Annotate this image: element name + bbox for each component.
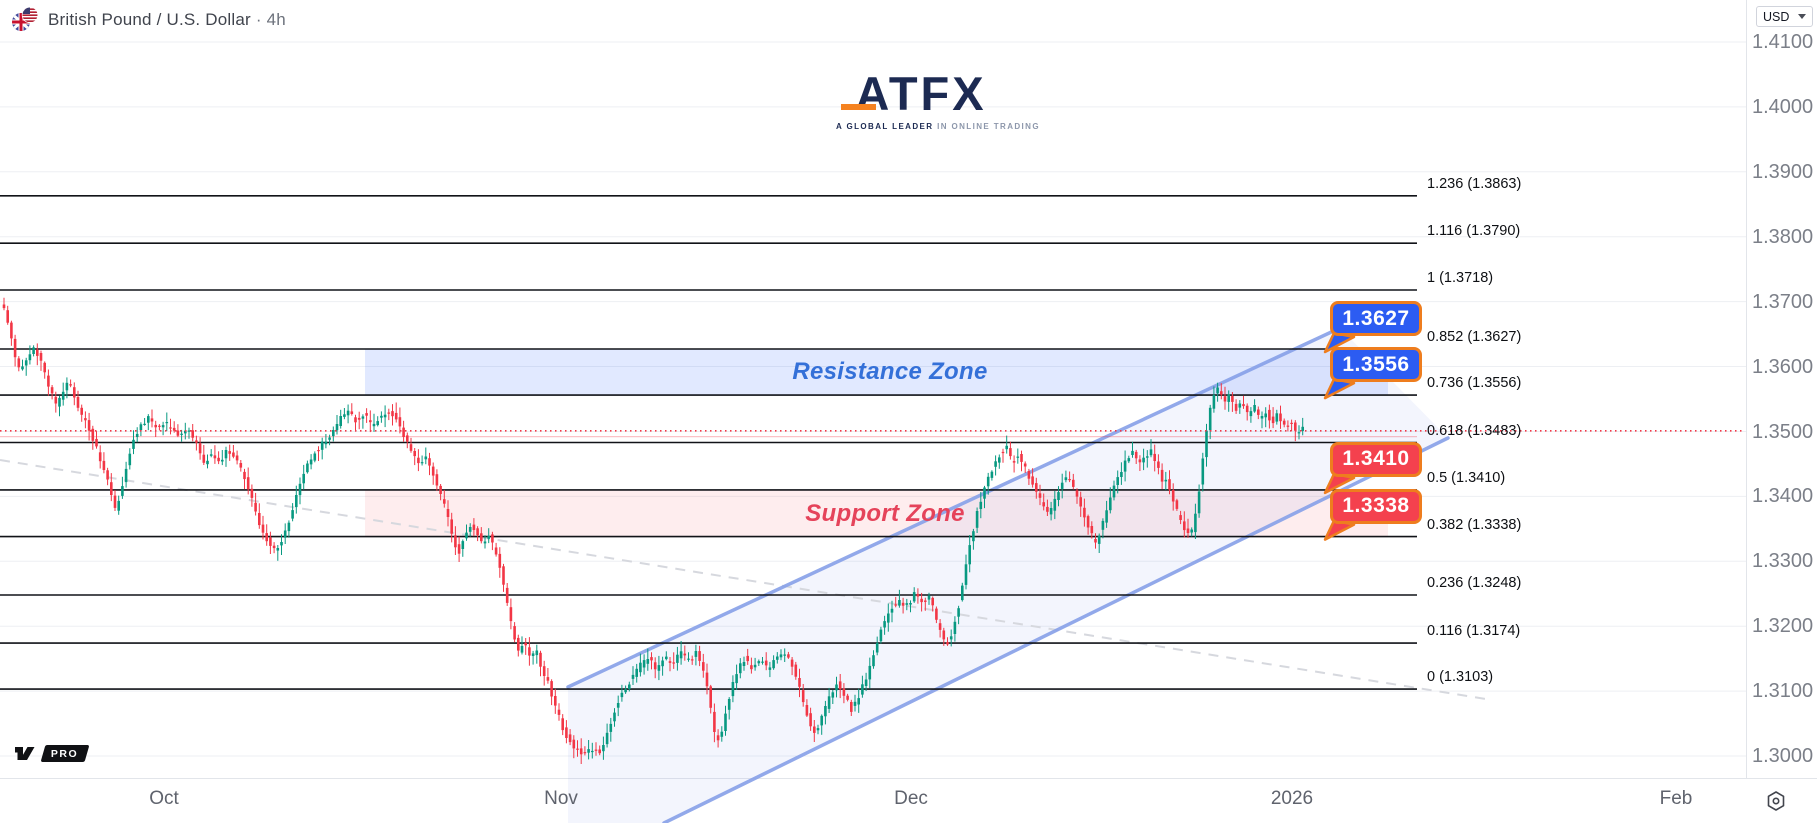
fib-label-0.5: 0.5 (1.3410) <box>1427 469 1506 486</box>
atfx-logo: ATFX A GLOBAL LEADER IN ONLINE TRADING <box>836 70 1040 131</box>
price-tick-1.4000: 1.4000 <box>1752 95 1814 118</box>
separator-dot: · <box>255 9 262 29</box>
price-axis[interactable]: 1.4100 1.4000 1.3900 1.3800 1.3700 1.3600 1.35… <box>1752 0 1817 780</box>
price-tick-1.3100: 1.3100 <box>1752 680 1814 703</box>
time-tick-Nov: Nov <box>544 788 578 809</box>
price-callout-1.3410[interactable]: 1.3410 <box>1330 441 1422 477</box>
price-tick-1.3500: 1.3500 <box>1752 420 1814 443</box>
price-callout-1.3627[interactable]: 1.3627 <box>1330 301 1422 336</box>
fib-label-1.236: 1.236 (1.3863) <box>1427 175 1522 192</box>
time-tick-2026: 2026 <box>1270 788 1314 809</box>
fib-label-0.236: 0.236 (1.3248) <box>1427 575 1522 591</box>
fib-label-0.736: 0.736 (1.3556) <box>1427 375 1522 392</box>
atfx-tagline: A GLOBAL LEADER IN ONLINE TRADING <box>836 122 1040 131</box>
price-tick-1.3600: 1.3600 <box>1752 355 1814 378</box>
symbol-header[interactable]: British Pound / U.S. Dollar · 4h <box>10 6 286 33</box>
symbol-title[interactable]: British Pound / U.S. Dollar · 4h <box>48 10 286 30</box>
fib-label-1: 1 (1.3718) <box>1427 270 1494 286</box>
currency-dropdown[interactable]: USD <box>1756 6 1813 27</box>
chevron-down-icon <box>1798 14 1806 19</box>
price-tick-1.3000: 1.3000 <box>1752 745 1814 767</box>
atfx-wordmark: ATFX <box>836 70 1006 117</box>
settings-gear-icon[interactable] <box>1763 788 1789 819</box>
price-tick-1.3900: 1.3900 <box>1752 160 1814 183</box>
tradingview-logo[interactable]: PRO <box>14 744 90 762</box>
currency-value: USD <box>1763 9 1790 24</box>
support-zone-label[interactable]: Support Zone <box>805 500 965 528</box>
atfx-orange-dash <box>841 104 876 110</box>
price-tick-1.3300: 1.3300 <box>1752 550 1814 573</box>
symbol-name: British Pound / U.S. Dollar <box>48 9 251 29</box>
fib-label-0.852: 0.852 (1.3627) <box>1427 329 1522 345</box>
time-axis[interactable]: Oct Nov Dec 2026 Feb <box>0 780 1817 823</box>
gbpusd-flag-icon <box>12 6 39 31</box>
fib-label-1.116: 1.116 (1.3790) <box>1427 223 1521 240</box>
price-tick-1.3400: 1.3400 <box>1752 485 1814 508</box>
price-callout-1.3338[interactable]: 1.3338 <box>1330 488 1422 524</box>
fib-label-0.116: 0.116 (1.3174) <box>1427 623 1521 640</box>
fib-label-0: 0 (1.3103) <box>1427 669 1494 686</box>
time-tick-Feb: Feb <box>1659 788 1693 809</box>
price-callout-1.3556[interactable]: 1.3556 <box>1330 347 1422 383</box>
fib-label-0.618: 0.618 (1.3483) <box>1427 422 1522 439</box>
price-tick-1.4100: 1.4100 <box>1752 31 1814 53</box>
pro-badge: PRO <box>40 744 90 762</box>
resistance-zone-label[interactable]: Resistance Zone <box>792 358 988 386</box>
price-tick-1.3700: 1.3700 <box>1752 290 1814 313</box>
time-tick-Dec: Dec <box>894 788 928 809</box>
price-tick-1.3200: 1.3200 <box>1752 615 1814 638</box>
fib-label-0.382: 0.382 (1.3338) <box>1427 516 1522 533</box>
time-tick-Oct: Oct <box>149 788 179 809</box>
price-tick-1.3800: 1.3800 <box>1752 225 1814 248</box>
interval-label[interactable]: 4h <box>266 9 286 29</box>
tradingview-mark-icon <box>15 747 35 760</box>
